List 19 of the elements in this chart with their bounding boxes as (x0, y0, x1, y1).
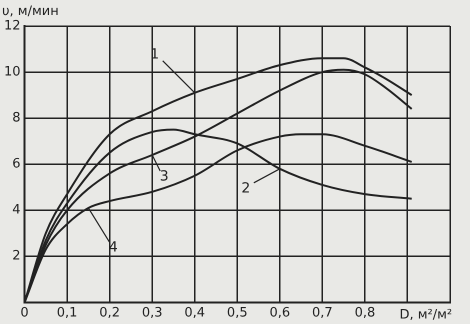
y-tick-label: 10 (4, 64, 21, 80)
x-tick-label: 0,5 (226, 306, 248, 321)
y-tick-label: 12 (4, 18, 21, 34)
y-tick-label: 2 (12, 248, 21, 264)
x-tick-label: 0,8 (354, 306, 376, 321)
y-axis-title: υ, м/мин (2, 4, 59, 19)
x-tick-label: 0,2 (99, 306, 120, 321)
series-label: 2 (241, 180, 250, 196)
y-tick-label: 4 (12, 202, 21, 218)
x-tick-label: 0,4 (184, 306, 206, 321)
x-tick-label: 0,7 (312, 306, 333, 321)
x-tick-label: 0,6 (269, 306, 290, 321)
y-tick-label: 6 (12, 156, 21, 172)
x-tick-label: 0,3 (142, 306, 163, 321)
legend-label: 3 (160, 168, 169, 185)
x-axis-title: D, м²/м² (399, 307, 452, 322)
y-tick-label: 8 (12, 110, 21, 126)
x-tick-label: 0,1 (56, 306, 78, 321)
x-tick-label: 0 (20, 306, 29, 321)
